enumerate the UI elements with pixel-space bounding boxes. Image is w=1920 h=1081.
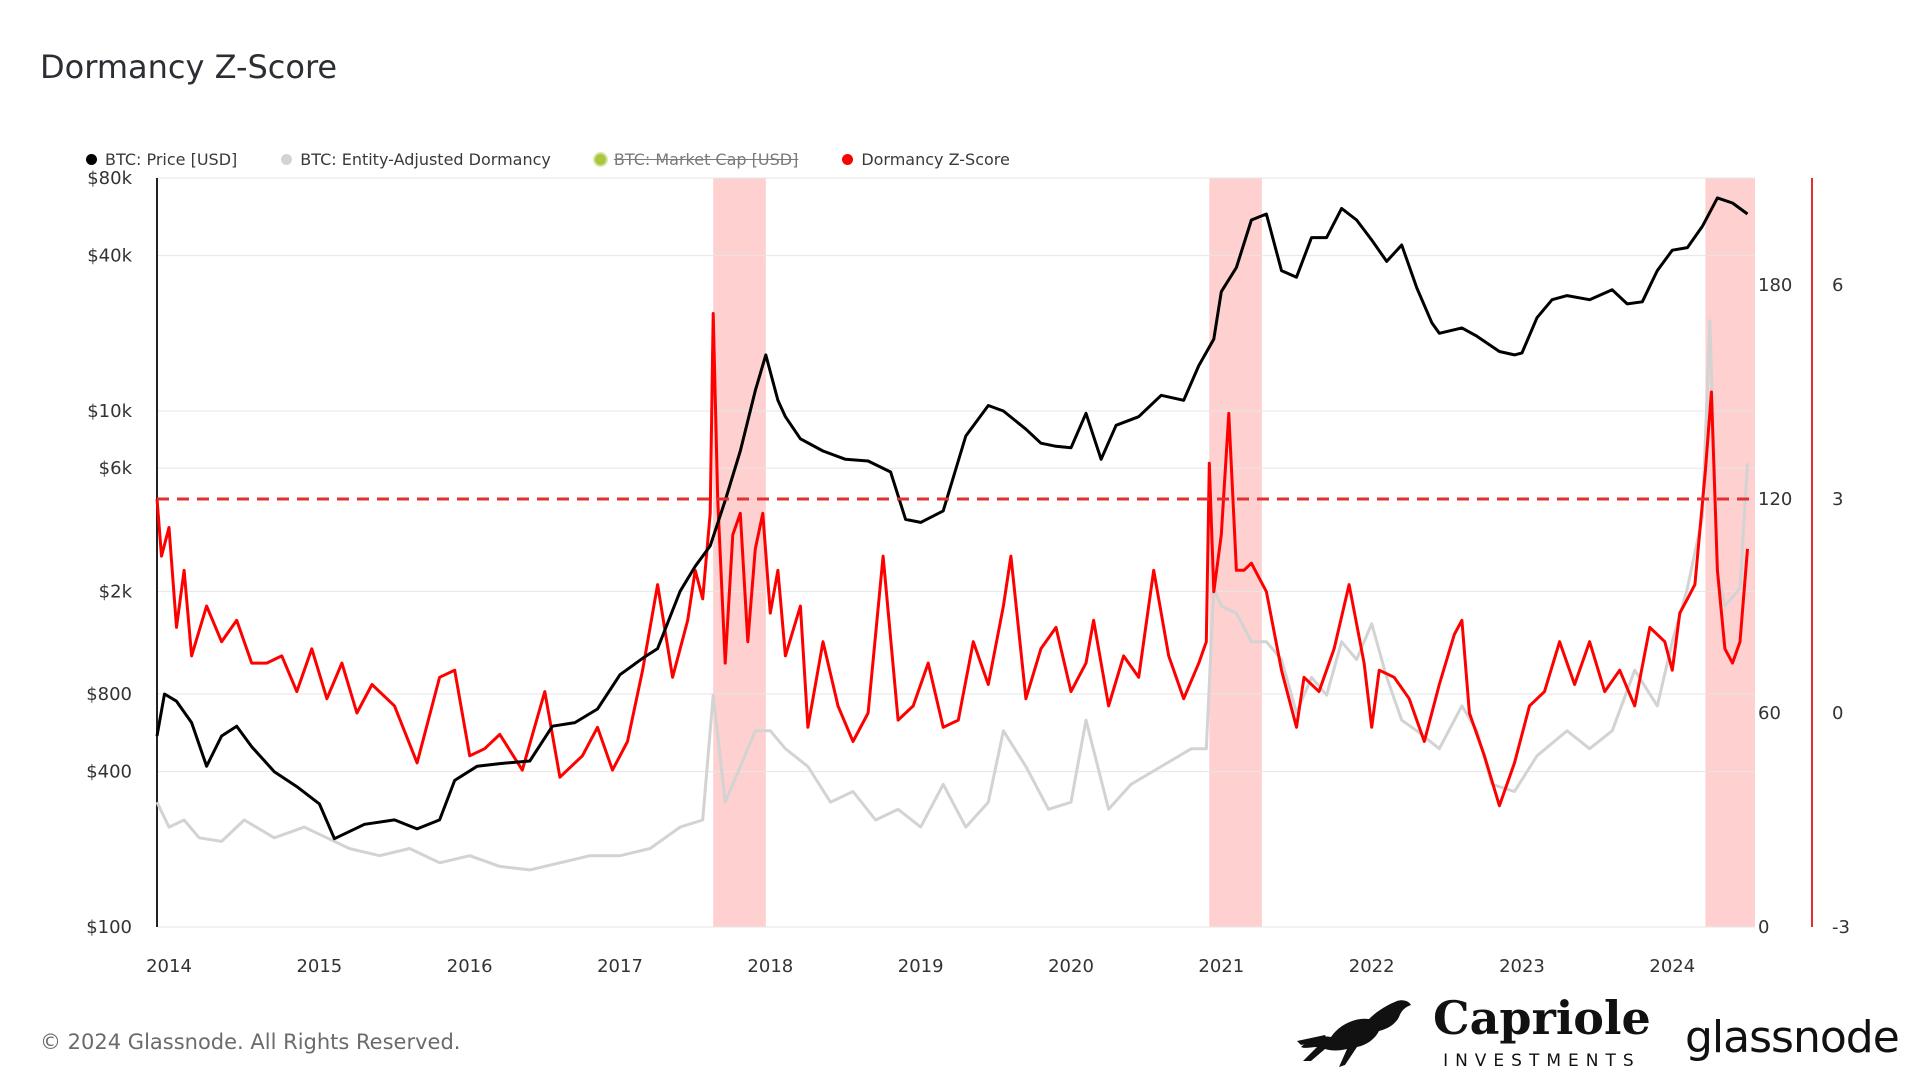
capriole-subtitle: INVESTMENTS [1443, 1051, 1641, 1071]
left-tick-label-5: $800 [86, 684, 132, 705]
legend-label-price: BTC: Price [USD] [105, 150, 238, 169]
x-tick-label-2024: 2024 [1649, 956, 1695, 977]
legend-item-market-cap[interactable]: BTC: Market Cap [USD] [594, 150, 799, 169]
left-tick-label-6: $400 [86, 762, 132, 783]
dormancy-tick-label-3: 0 [1758, 917, 1769, 938]
zscore-tick-label-3: -3 [1832, 917, 1850, 938]
x-tick-label-2023: 2023 [1499, 956, 1545, 977]
left-tick-label-1: $40k [87, 246, 132, 267]
zscore-tick-label-2: 0 [1832, 703, 1843, 724]
legend-item-price[interactable]: BTC: Price [USD] [86, 150, 237, 169]
glassnode-logo: glassnode [1685, 1012, 1900, 1063]
legend-item-zscore[interactable]: Dormancy Z-Score [842, 150, 1010, 169]
legend-dot-dormancy [281, 154, 293, 165]
left-tick-label-2: $10k [87, 401, 132, 422]
x-tick-label-2019: 2019 [898, 956, 944, 977]
capriole-name: Capriole [1433, 991, 1651, 1045]
zscore-tick-label-0: 6 [1832, 275, 1843, 296]
legend-label-market-cap: BTC: Market Cap [USD] [613, 150, 799, 169]
capriole-logo: Capriole INVESTMENTS [1295, 995, 1651, 1071]
zscore-tick-label-1: 3 [1832, 489, 1843, 510]
legend-label-dormancy: BTC: Entity-Adjusted Dormancy [300, 150, 551, 169]
x-tick-label-2015: 2015 [296, 956, 342, 977]
left-tick-label-7: $100 [86, 917, 132, 938]
left-tick-label-0: $80k [87, 168, 132, 189]
legend-dot-zscore [842, 154, 854, 165]
dormancy-tick-label-1: 120 [1758, 489, 1792, 510]
left-tick-label-4: $2k [99, 581, 133, 602]
series-line-price [155, 196, 1749, 841]
legend-item-dormancy[interactable]: BTC: Entity-Adjusted Dormancy [281, 150, 551, 169]
dormancy-tick-label-2: 60 [1758, 703, 1781, 724]
legend: BTC: Price [USD] BTC: Entity-Adjusted Do… [86, 150, 1010, 169]
left-tick-label-3: $6k [99, 458, 133, 479]
highlight-band-0 [713, 178, 766, 927]
x-tick-label-2014: 2014 [146, 956, 192, 977]
legend-dot-market-cap [594, 154, 606, 165]
x-tick-label-2020: 2020 [1048, 956, 1094, 977]
chart-title: Dormancy Z-Score [40, 48, 338, 86]
copyright-footer: © 2024 Glassnode. All Rights Reserved. [40, 1030, 461, 1054]
dormancy-tick-label-0: 180 [1758, 275, 1792, 296]
x-tick-label-2016: 2016 [447, 956, 493, 977]
legend-label-zscore: Dormancy Z-Score [861, 150, 1010, 169]
horse-icon [1297, 1000, 1411, 1067]
x-tick-label-2017: 2017 [597, 956, 643, 977]
x-tick-label-2021: 2021 [1198, 956, 1244, 977]
x-tick-label-2018: 2018 [747, 956, 793, 977]
series-line-dormancy [155, 319, 1749, 872]
x-tick-label-2022: 2022 [1349, 956, 1395, 977]
legend-dot-price [86, 154, 97, 165]
series-line-zscore [155, 312, 1749, 808]
